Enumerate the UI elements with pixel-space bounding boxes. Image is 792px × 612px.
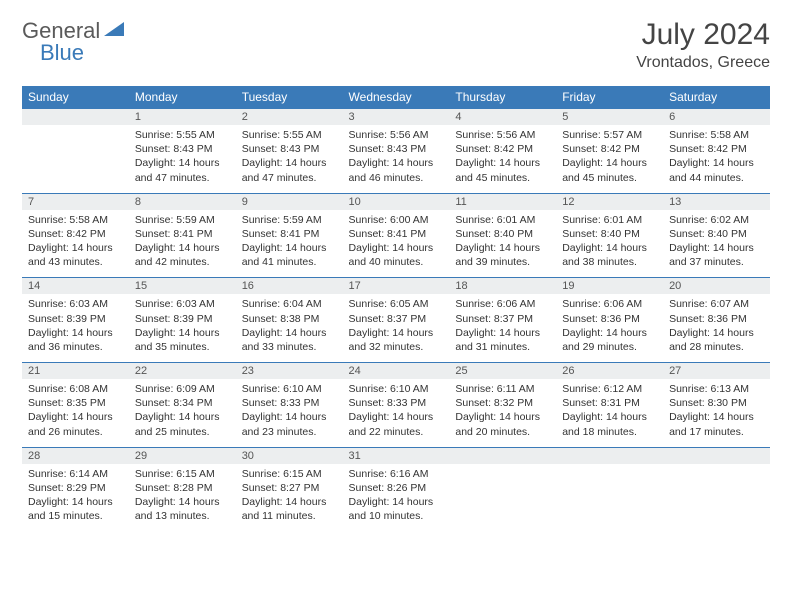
calendar-header: SundayMondayTuesdayWednesdayThursdayFrid…	[22, 86, 770, 109]
day-info-cell: Sunrise: 6:01 AMSunset: 8:40 PMDaylight:…	[449, 210, 556, 278]
day-info-cell: Sunrise: 6:13 AMSunset: 8:30 PMDaylight:…	[663, 379, 770, 447]
day-info-cell: Sunrise: 6:07 AMSunset: 8:36 PMDaylight:…	[663, 294, 770, 362]
day-number-cell: 28	[22, 447, 129, 464]
day-number-cell: 2	[236, 109, 343, 126]
day-info-row: Sunrise: 6:08 AMSunset: 8:35 PMDaylight:…	[22, 379, 770, 447]
day-number-cell: 25	[449, 363, 556, 380]
day-number-cell: 9	[236, 193, 343, 210]
day-info-row: Sunrise: 6:03 AMSunset: 8:39 PMDaylight:…	[22, 294, 770, 362]
day-info-cell: Sunrise: 5:55 AMSunset: 8:43 PMDaylight:…	[129, 125, 236, 193]
day-info-cell: Sunrise: 6:14 AMSunset: 8:29 PMDaylight:…	[22, 464, 129, 532]
day-number-cell: 7	[22, 193, 129, 210]
day-number-cell: 3	[343, 109, 450, 126]
day-number-cell: 31	[343, 447, 450, 464]
day-info-cell	[556, 464, 663, 532]
day-number-cell: 13	[663, 193, 770, 210]
day-number-cell: 17	[343, 278, 450, 295]
day-number-row: 28293031	[22, 447, 770, 464]
calendar-table: SundayMondayTuesdayWednesdayThursdayFrid…	[22, 86, 770, 531]
day-info-cell: Sunrise: 5:56 AMSunset: 8:42 PMDaylight:…	[449, 125, 556, 193]
day-number-cell: 22	[129, 363, 236, 380]
day-info-cell: Sunrise: 5:57 AMSunset: 8:42 PMDaylight:…	[556, 125, 663, 193]
day-info-cell: Sunrise: 6:11 AMSunset: 8:32 PMDaylight:…	[449, 379, 556, 447]
day-number-cell: 15	[129, 278, 236, 295]
day-number-cell: 12	[556, 193, 663, 210]
weekday-header: Monday	[129, 86, 236, 109]
day-info-row: Sunrise: 6:14 AMSunset: 8:29 PMDaylight:…	[22, 464, 770, 532]
day-number-cell: 8	[129, 193, 236, 210]
day-number-cell: 11	[449, 193, 556, 210]
day-number-cell: 29	[129, 447, 236, 464]
location-label: Vrontados, Greece	[636, 54, 770, 72]
header: General July 2024 Vrontados, Greece	[22, 18, 770, 72]
day-number-cell	[663, 447, 770, 464]
day-info-cell	[22, 125, 129, 193]
day-number-row: 78910111213	[22, 193, 770, 210]
day-info-cell: Sunrise: 6:04 AMSunset: 8:38 PMDaylight:…	[236, 294, 343, 362]
day-number-cell: 26	[556, 363, 663, 380]
day-number-cell: 4	[449, 109, 556, 126]
day-number-cell: 1	[129, 109, 236, 126]
day-number-cell	[556, 447, 663, 464]
day-info-cell: Sunrise: 6:00 AMSunset: 8:41 PMDaylight:…	[343, 210, 450, 278]
day-info-cell: Sunrise: 6:16 AMSunset: 8:26 PMDaylight:…	[343, 464, 450, 532]
day-number-cell	[22, 109, 129, 126]
day-info-cell: Sunrise: 6:09 AMSunset: 8:34 PMDaylight:…	[129, 379, 236, 447]
weekday-header: Wednesday	[343, 86, 450, 109]
day-number-cell: 10	[343, 193, 450, 210]
logo-triangle-icon	[104, 20, 126, 43]
day-info-cell: Sunrise: 6:15 AMSunset: 8:27 PMDaylight:…	[236, 464, 343, 532]
day-number-cell: 16	[236, 278, 343, 295]
weekday-header: Friday	[556, 86, 663, 109]
day-number-cell: 5	[556, 109, 663, 126]
day-number-cell: 19	[556, 278, 663, 295]
weekday-header: Thursday	[449, 86, 556, 109]
month-title: July 2024	[636, 18, 770, 52]
day-number-row: 123456	[22, 109, 770, 126]
day-number-cell: 23	[236, 363, 343, 380]
day-info-cell: Sunrise: 5:56 AMSunset: 8:43 PMDaylight:…	[343, 125, 450, 193]
day-info-cell	[449, 464, 556, 532]
day-info-cell: Sunrise: 5:58 AMSunset: 8:42 PMDaylight:…	[663, 125, 770, 193]
day-number-cell	[449, 447, 556, 464]
day-info-cell: Sunrise: 6:01 AMSunset: 8:40 PMDaylight:…	[556, 210, 663, 278]
day-number-cell: 27	[663, 363, 770, 380]
day-info-cell: Sunrise: 5:55 AMSunset: 8:43 PMDaylight:…	[236, 125, 343, 193]
day-info-cell: Sunrise: 6:05 AMSunset: 8:37 PMDaylight:…	[343, 294, 450, 362]
title-block: July 2024 Vrontados, Greece	[636, 18, 770, 72]
day-info-cell: Sunrise: 6:10 AMSunset: 8:33 PMDaylight:…	[236, 379, 343, 447]
day-info-cell: Sunrise: 5:59 AMSunset: 8:41 PMDaylight:…	[236, 210, 343, 278]
day-info-cell: Sunrise: 6:08 AMSunset: 8:35 PMDaylight:…	[22, 379, 129, 447]
day-info-cell: Sunrise: 6:02 AMSunset: 8:40 PMDaylight:…	[663, 210, 770, 278]
weekday-header: Sunday	[22, 86, 129, 109]
day-info-cell: Sunrise: 6:15 AMSunset: 8:28 PMDaylight:…	[129, 464, 236, 532]
day-info-cell: Sunrise: 6:10 AMSunset: 8:33 PMDaylight:…	[343, 379, 450, 447]
day-number-cell: 14	[22, 278, 129, 295]
day-number-cell: 18	[449, 278, 556, 295]
logo-text-blue: Blue	[40, 40, 84, 66]
day-info-cell	[663, 464, 770, 532]
day-info-cell: Sunrise: 6:12 AMSunset: 8:31 PMDaylight:…	[556, 379, 663, 447]
weekday-header: Saturday	[663, 86, 770, 109]
day-info-cell: Sunrise: 5:58 AMSunset: 8:42 PMDaylight:…	[22, 210, 129, 278]
day-info-cell: Sunrise: 5:59 AMSunset: 8:41 PMDaylight:…	[129, 210, 236, 278]
calendar-body: 123456Sunrise: 5:55 AMSunset: 8:43 PMDay…	[22, 109, 770, 532]
day-info-cell: Sunrise: 6:06 AMSunset: 8:36 PMDaylight:…	[556, 294, 663, 362]
day-number-row: 21222324252627	[22, 363, 770, 380]
day-number-cell: 24	[343, 363, 450, 380]
day-number-cell: 21	[22, 363, 129, 380]
weekday-header: Tuesday	[236, 86, 343, 109]
day-info-cell: Sunrise: 6:03 AMSunset: 8:39 PMDaylight:…	[22, 294, 129, 362]
day-info-row: Sunrise: 5:55 AMSunset: 8:43 PMDaylight:…	[22, 125, 770, 193]
day-number-cell: 20	[663, 278, 770, 295]
day-info-cell: Sunrise: 6:06 AMSunset: 8:37 PMDaylight:…	[449, 294, 556, 362]
day-info-row: Sunrise: 5:58 AMSunset: 8:42 PMDaylight:…	[22, 210, 770, 278]
day-info-cell: Sunrise: 6:03 AMSunset: 8:39 PMDaylight:…	[129, 294, 236, 362]
day-number-row: 14151617181920	[22, 278, 770, 295]
day-number-cell: 30	[236, 447, 343, 464]
day-number-cell: 6	[663, 109, 770, 126]
